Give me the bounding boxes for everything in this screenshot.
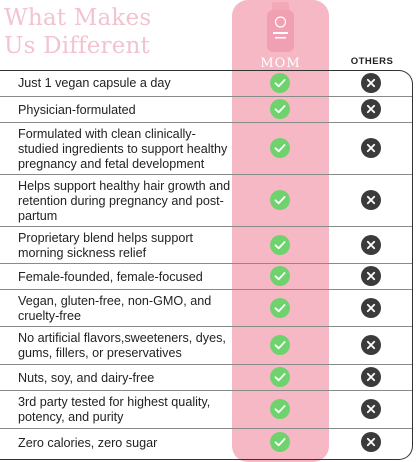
table-row: Just 1 vegan capsule a day: [0, 70, 412, 96]
check-icon: [270, 73, 290, 93]
row-label: Physician-formulated: [18, 102, 136, 117]
check-icon: [270, 266, 290, 286]
table-row: Helps support healthy hair growth and re…: [0, 174, 412, 227]
cross-icon: [361, 99, 381, 119]
headline-line-2: Us Different: [4, 33, 150, 59]
row-label: Female-founded, female-focused: [18, 269, 203, 284]
row-label: Just 1 vegan capsule a day: [18, 75, 171, 90]
others-column-header: OTHERS: [350, 56, 394, 67]
check-icon: [270, 297, 290, 318]
check-icon: [270, 399, 290, 419]
headline-line-1: What Makes: [4, 5, 152, 31]
row-label: No artificial flavors,sweeteners, dyes, …: [18, 331, 226, 360]
cross-icon: [361, 190, 381, 210]
table-row: Female-founded, female-focused: [0, 263, 412, 290]
table-row: Formulated with clean clinically-studied…: [0, 122, 412, 175]
cross-icon: [361, 367, 381, 387]
check-icon: [270, 234, 290, 255]
table-row: Physician-formulated: [0, 96, 412, 123]
supplement-bottle-icon: [267, 2, 294, 52]
row-label: 3rd party tested for highest quality, po…: [18, 395, 211, 424]
row-label: Vegan, gluten-free, non-GMO, and cruelty…: [18, 293, 212, 323]
cross-icon: [361, 335, 381, 355]
row-label: Zero calories, zero sugar: [18, 435, 158, 450]
cross-icon: [361, 297, 381, 318]
row-label: Nuts, soy, and dairy-free: [18, 370, 155, 385]
table-row: No artificial flavors,sweeteners, dyes, …: [0, 326, 412, 365]
cross-icon: [361, 73, 381, 93]
table-row: Vegan, gluten-free, non-GMO, and cruelty…: [0, 289, 412, 327]
check-icon: [270, 190, 290, 210]
headline: What Makes Us Different: [4, 4, 151, 60]
table-row: Proprietary blend helps support morning …: [0, 226, 412, 264]
check-icon: [270, 99, 290, 119]
row-label: Formulated with clean clinically-studied…: [18, 126, 228, 171]
mom-column-header: MOM: [260, 56, 301, 71]
cross-icon: [361, 266, 381, 286]
cross-icon: [361, 432, 381, 452]
row-label: Helps support healthy hair growth and re…: [18, 178, 231, 223]
row-label: Proprietary blend helps support morning …: [18, 230, 194, 260]
check-icon: [270, 138, 290, 158]
cross-icon: [361, 138, 381, 158]
table-row: Nuts, soy, and dairy-free: [0, 364, 412, 391]
check-icon: [270, 432, 290, 452]
cross-icon: [361, 399, 381, 419]
table-row: 3rd party tested for highest quality, po…: [0, 390, 412, 429]
table-row: Zero calories, zero sugar: [0, 428, 412, 457]
cross-icon: [361, 234, 381, 255]
check-icon: [270, 335, 290, 355]
check-icon: [270, 367, 290, 387]
comparison-table-frame: [0, 70, 413, 460]
